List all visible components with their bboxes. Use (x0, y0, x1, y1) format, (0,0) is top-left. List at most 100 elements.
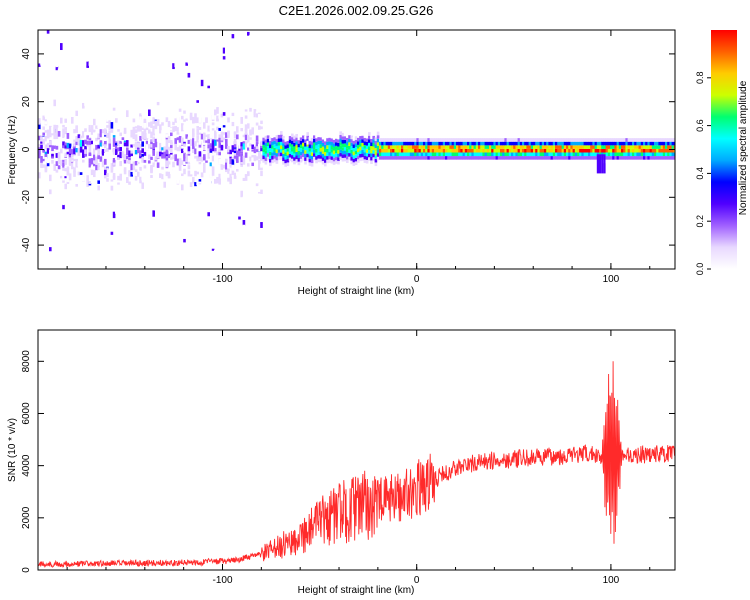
spectrogram-cell (401, 141, 404, 146)
spectrogram-cell (104, 181, 107, 187)
spectrogram-cell (183, 119, 186, 122)
spectrogram-cell (77, 81, 81, 87)
spectrogram-cell (165, 198, 169, 204)
spectrogram-cell (115, 55, 118, 59)
spectrogram-cell (132, 129, 136, 134)
spectrogram-cell (480, 145, 483, 149)
spectrogram-cell (242, 255, 246, 261)
spectrogram-cell (64, 127, 67, 131)
spectrogram-cell (229, 95, 232, 100)
spectrogram-cell (178, 148, 182, 152)
spectrogram-cell (271, 148, 274, 153)
spectrogram-cell (93, 170, 96, 178)
spectrogram-cell (38, 168, 41, 175)
spectrogram-cell (75, 62, 78, 67)
spectrogram-cell (484, 152, 488, 157)
spectrogram-cell (141, 141, 144, 147)
spectrogram-cell (515, 152, 518, 157)
spectrogram-cell (361, 132, 364, 136)
spectrogram-cell (515, 159, 518, 164)
spectrogram-cell (128, 170, 131, 177)
spectrogram-cell (469, 138, 472, 142)
spectrogram-cell (244, 124, 248, 132)
spectrogram-cell (216, 151, 219, 156)
spectrogram-cell (537, 148, 540, 153)
spectrogram-cell (440, 159, 444, 164)
spectrogram-cell (572, 148, 576, 153)
spectrogram-cell (38, 172, 41, 179)
spectrogram-cell (447, 156, 450, 160)
spectrogram-cell (119, 262, 122, 265)
spectrogram-cell (405, 138, 408, 142)
spectrogram-cell (106, 147, 109, 152)
spectrogram-cell (185, 202, 188, 206)
spectrogram-cell (354, 139, 358, 144)
spectrogram-cell (282, 143, 285, 147)
spectrogram-cell (368, 142, 371, 147)
spectrogram-cell (445, 156, 448, 160)
spectrogram-cell (112, 107, 116, 111)
spectrogram-cell (95, 230, 98, 235)
spectrogram-cell (187, 151, 191, 154)
spectrogram-cell (62, 71, 65, 75)
spectrogram-cell (255, 149, 259, 152)
spectrogram-cell (403, 141, 406, 146)
spectrogram-cell (174, 194, 177, 200)
spectrogram-cell (84, 248, 87, 253)
spectrogram-cell (247, 35, 250, 39)
spectrogram-cell (137, 56, 140, 60)
spectrogram-cell (324, 159, 327, 163)
spectrogram-cell (247, 85, 250, 91)
spectrogram-cell (502, 138, 505, 142)
spectrogram-cell (495, 152, 499, 157)
spectrogram-cell (585, 141, 589, 146)
spectrogram-cell (656, 145, 659, 149)
spectrogram-cell (260, 126, 263, 130)
spectrogram-cell (372, 139, 375, 143)
spectrogram-cell (643, 138, 646, 142)
spectrogram-cell (324, 144, 327, 149)
spectrogram-cell (390, 159, 393, 164)
spectrogram-cell (640, 138, 644, 142)
spectrogram-cell (73, 142, 76, 147)
spectrogram-cell (93, 44, 96, 51)
spectrogram-cell (86, 97, 89, 105)
spectrogram-cell (286, 155, 290, 159)
spectrogram-xtick-label: -100 (212, 274, 232, 285)
spectrogram-cell (130, 241, 133, 249)
spectrogram-cell (119, 205, 122, 212)
spectrogram-cell (148, 33, 151, 40)
spectrogram-cell (629, 141, 633, 146)
spectrogram-cell (209, 93, 213, 97)
spectrogram-cell (502, 159, 505, 164)
spectrogram-cell (381, 141, 384, 146)
spectrogram-cell (266, 175, 269, 180)
spectrogram-cell (44, 135, 48, 140)
spectrogram-cell (126, 110, 129, 118)
spectrogram-cell (282, 161, 285, 165)
spectrogram-cell (379, 148, 382, 153)
spectrogram-cell (489, 145, 492, 149)
spectrogram-cell (141, 127, 144, 131)
spectrogram-cell (550, 141, 554, 146)
spectrogram-cell (449, 138, 452, 142)
spectrogram-cell (656, 159, 659, 164)
snr-xtick-label: 100 (603, 575, 620, 586)
spectrogram-cell (387, 156, 391, 160)
spectrogram-cell (519, 145, 523, 149)
spectrogram-cell (130, 144, 133, 148)
spectrogram-cell (185, 134, 188, 139)
spectrogram-cell (390, 145, 393, 149)
spectrogram-cell (517, 152, 521, 157)
spectrogram-cell (218, 191, 221, 196)
spectrogram-cell (141, 92, 144, 98)
spectrogram-cell (574, 152, 578, 157)
spectrogram-cell (286, 162, 290, 167)
spectrogram-cell (310, 163, 314, 167)
spectrogram-cell (53, 65, 56, 71)
spectrogram-cell (172, 199, 175, 206)
spectrogram-cell (469, 141, 472, 146)
spectrogram-cell (299, 137, 303, 141)
spectrogram-cell (88, 106, 92, 113)
spectrogram-cell (352, 137, 356, 141)
